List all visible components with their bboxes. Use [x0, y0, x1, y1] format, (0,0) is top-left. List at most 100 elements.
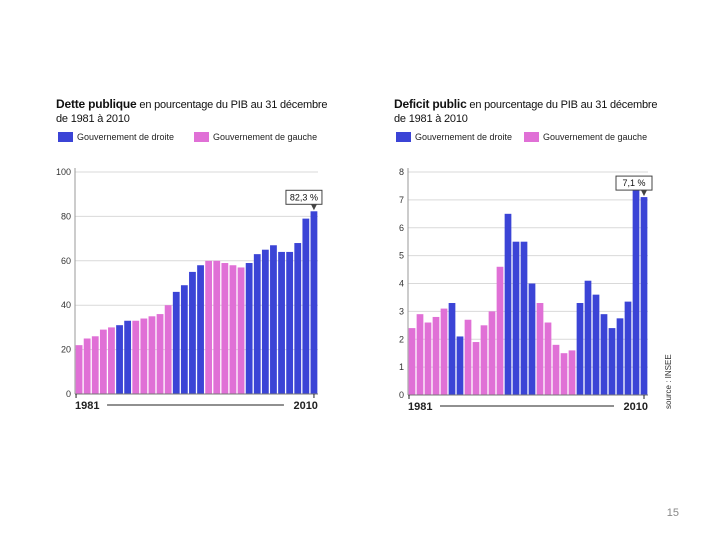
deficit-x-label-end: 2010	[624, 401, 648, 413]
deficit-bar-2002	[576, 303, 584, 395]
debt-bar-2004	[261, 249, 269, 394]
debt-chart-legend: Gouvernement de droite Gouvernement de g…	[56, 132, 340, 146]
debt-bar-1993	[172, 291, 180, 394]
debt-bar-1992	[164, 305, 172, 394]
debt-bar-2010	[310, 211, 318, 394]
debt-bar-1982	[83, 338, 91, 394]
legend-swatch-gauche	[524, 132, 539, 142]
deficit-bar-2006	[608, 328, 616, 395]
debt-bar-1996	[197, 265, 204, 394]
deficit-annotation: 7,1 %	[615, 175, 653, 197]
deficit-bar-1982	[416, 314, 424, 395]
debt-chart-title-rest: en pourcentage du PIB au 31 décembre	[136, 99, 328, 111]
debt-annotation-box	[285, 189, 323, 205]
deficit-annotation-pointer	[641, 190, 647, 197]
deficit-annotation-box	[615, 175, 653, 191]
debt-bar-1985	[108, 327, 115, 394]
deficit-bar-2005	[600, 314, 608, 395]
deficit-bar-1996	[528, 283, 536, 395]
deficit-chart-title: Deficit public en pourcentage du PIB au …	[394, 97, 678, 126]
legend-label-droite: Gouvernement de droite	[415, 132, 513, 142]
debt-y-tick-label: 40	[61, 300, 71, 310]
deficit-bar-1992	[496, 266, 504, 395]
deficit-y-tick-label: 5	[399, 251, 404, 261]
deficit-bar-1985	[440, 308, 448, 395]
deficit-bar-1999	[552, 344, 560, 395]
deficit-bar-1983	[424, 322, 432, 395]
debt-bar-1995	[189, 271, 196, 394]
debt-annotation-pointer	[310, 204, 317, 211]
debt-bar-2000	[229, 265, 237, 394]
debt-annotation: 82,3 %	[285, 189, 323, 211]
legend-label-gauche: Gouvernement de gauche	[543, 132, 648, 142]
legend-swatch-droite	[396, 132, 411, 142]
deficit-bar-1988	[464, 319, 472, 395]
deficit-y-tick-label: 7	[399, 195, 404, 205]
deficit-bar-1991	[488, 311, 496, 395]
debt-bar-1997	[205, 260, 213, 394]
deficit-bar-2003	[584, 280, 592, 395]
legend-label-droite: Gouvernement de droite	[77, 132, 175, 142]
debt-bar-2007	[286, 251, 294, 394]
debt-bar-2003	[253, 254, 261, 394]
deficit-bar-1981	[408, 328, 416, 395]
debt-bar-1999	[221, 263, 229, 394]
deficit-chart-legend: Gouvernement de droite Gouvernement de g…	[394, 132, 678, 146]
deficit-bar-1998	[544, 322, 552, 395]
deficit-bar-2010	[640, 197, 648, 395]
legend-swatch-gauche	[194, 132, 209, 142]
debt-y-tick-label: 20	[61, 345, 71, 355]
deficit-bar-2008	[624, 301, 632, 395]
legend-item-droite: Gouvernement de droite	[58, 132, 174, 142]
legend-item-gauche: Gouvernement de gauche	[194, 132, 317, 142]
deficit-y-tick-label: 0	[399, 390, 404, 400]
legend-label-gauche: Gouvernement de gauche	[213, 132, 318, 142]
deficit-y-tick-label: 3	[399, 306, 404, 316]
legend-swatch-droite	[58, 132, 73, 142]
debt-bar-2008	[294, 243, 302, 394]
deficit-chart-title-rest: en pourcentage du PIB au 31 décembre	[466, 99, 658, 111]
debt-bar-1988	[132, 320, 140, 394]
deficit-chart-svg: 0 1 2 3 4 5 6 7 8 1981 2010 7,1 % source : INSEE	[399, 167, 673, 413]
debt-bar-2002	[245, 263, 253, 394]
deficit-bar-1984	[432, 316, 440, 395]
debt-y-tick-label: 60	[61, 256, 71, 266]
deficit-source-note: source : INSEE	[664, 354, 673, 409]
debt-annotation-label: 82,3 %	[290, 192, 318, 202]
slide-number: 15	[666, 507, 679, 519]
deficit-y-tick-label: 2	[399, 334, 404, 344]
debt-x-label-start: 1981	[75, 400, 99, 412]
deficit-bar-2009	[632, 184, 640, 395]
deficit-y-tick-label: 8	[399, 167, 404, 177]
debt-bar-1984	[99, 329, 107, 394]
debt-bar-1987	[124, 320, 132, 394]
debt-chart-title-line2: de 1981 à 2010	[56, 113, 130, 125]
debt-bar-2009	[302, 218, 310, 394]
debt-bar-2001	[237, 267, 245, 394]
deficit-bar-1986	[448, 303, 456, 395]
debt-bar-1991	[156, 314, 164, 394]
deficit-bar-1990	[480, 325, 488, 395]
debt-bar-2005	[270, 245, 277, 394]
deficit-x-label-start: 1981	[408, 401, 432, 413]
debt-bar-1981	[75, 345, 83, 394]
deficit-bar-2004	[592, 294, 600, 395]
deficit-bar-1995	[520, 241, 528, 395]
legend-item-droite: Gouvernement de droite	[396, 132, 512, 142]
deficit-y-tick-label: 1	[399, 362, 404, 372]
deficit-y-tick-label: 4	[399, 279, 404, 289]
deficit-bar-1987	[456, 336, 464, 395]
deficit-annotation-label: 7,1 %	[622, 178, 645, 188]
debt-chart-title-bold: Dette publique	[56, 97, 137, 111]
deficit-bar-1993	[504, 213, 512, 395]
debt-bar-2006	[278, 251, 285, 394]
legend-item-gauche: Gouvernement de gauche	[524, 132, 647, 142]
deficit-bar-2001	[568, 350, 576, 395]
debt-y-tick-label: 0	[66, 389, 71, 399]
debt-bar-1983	[91, 336, 99, 394]
debt-bar-1990	[148, 316, 156, 394]
debt-bar-1989	[140, 318, 148, 394]
debt-chart-title: Dette publique en pourcentage du PIB au …	[56, 97, 340, 126]
deficit-chart-title-line2: de 1981 à 2010	[394, 113, 468, 125]
deficit-bar-2000	[560, 353, 568, 395]
